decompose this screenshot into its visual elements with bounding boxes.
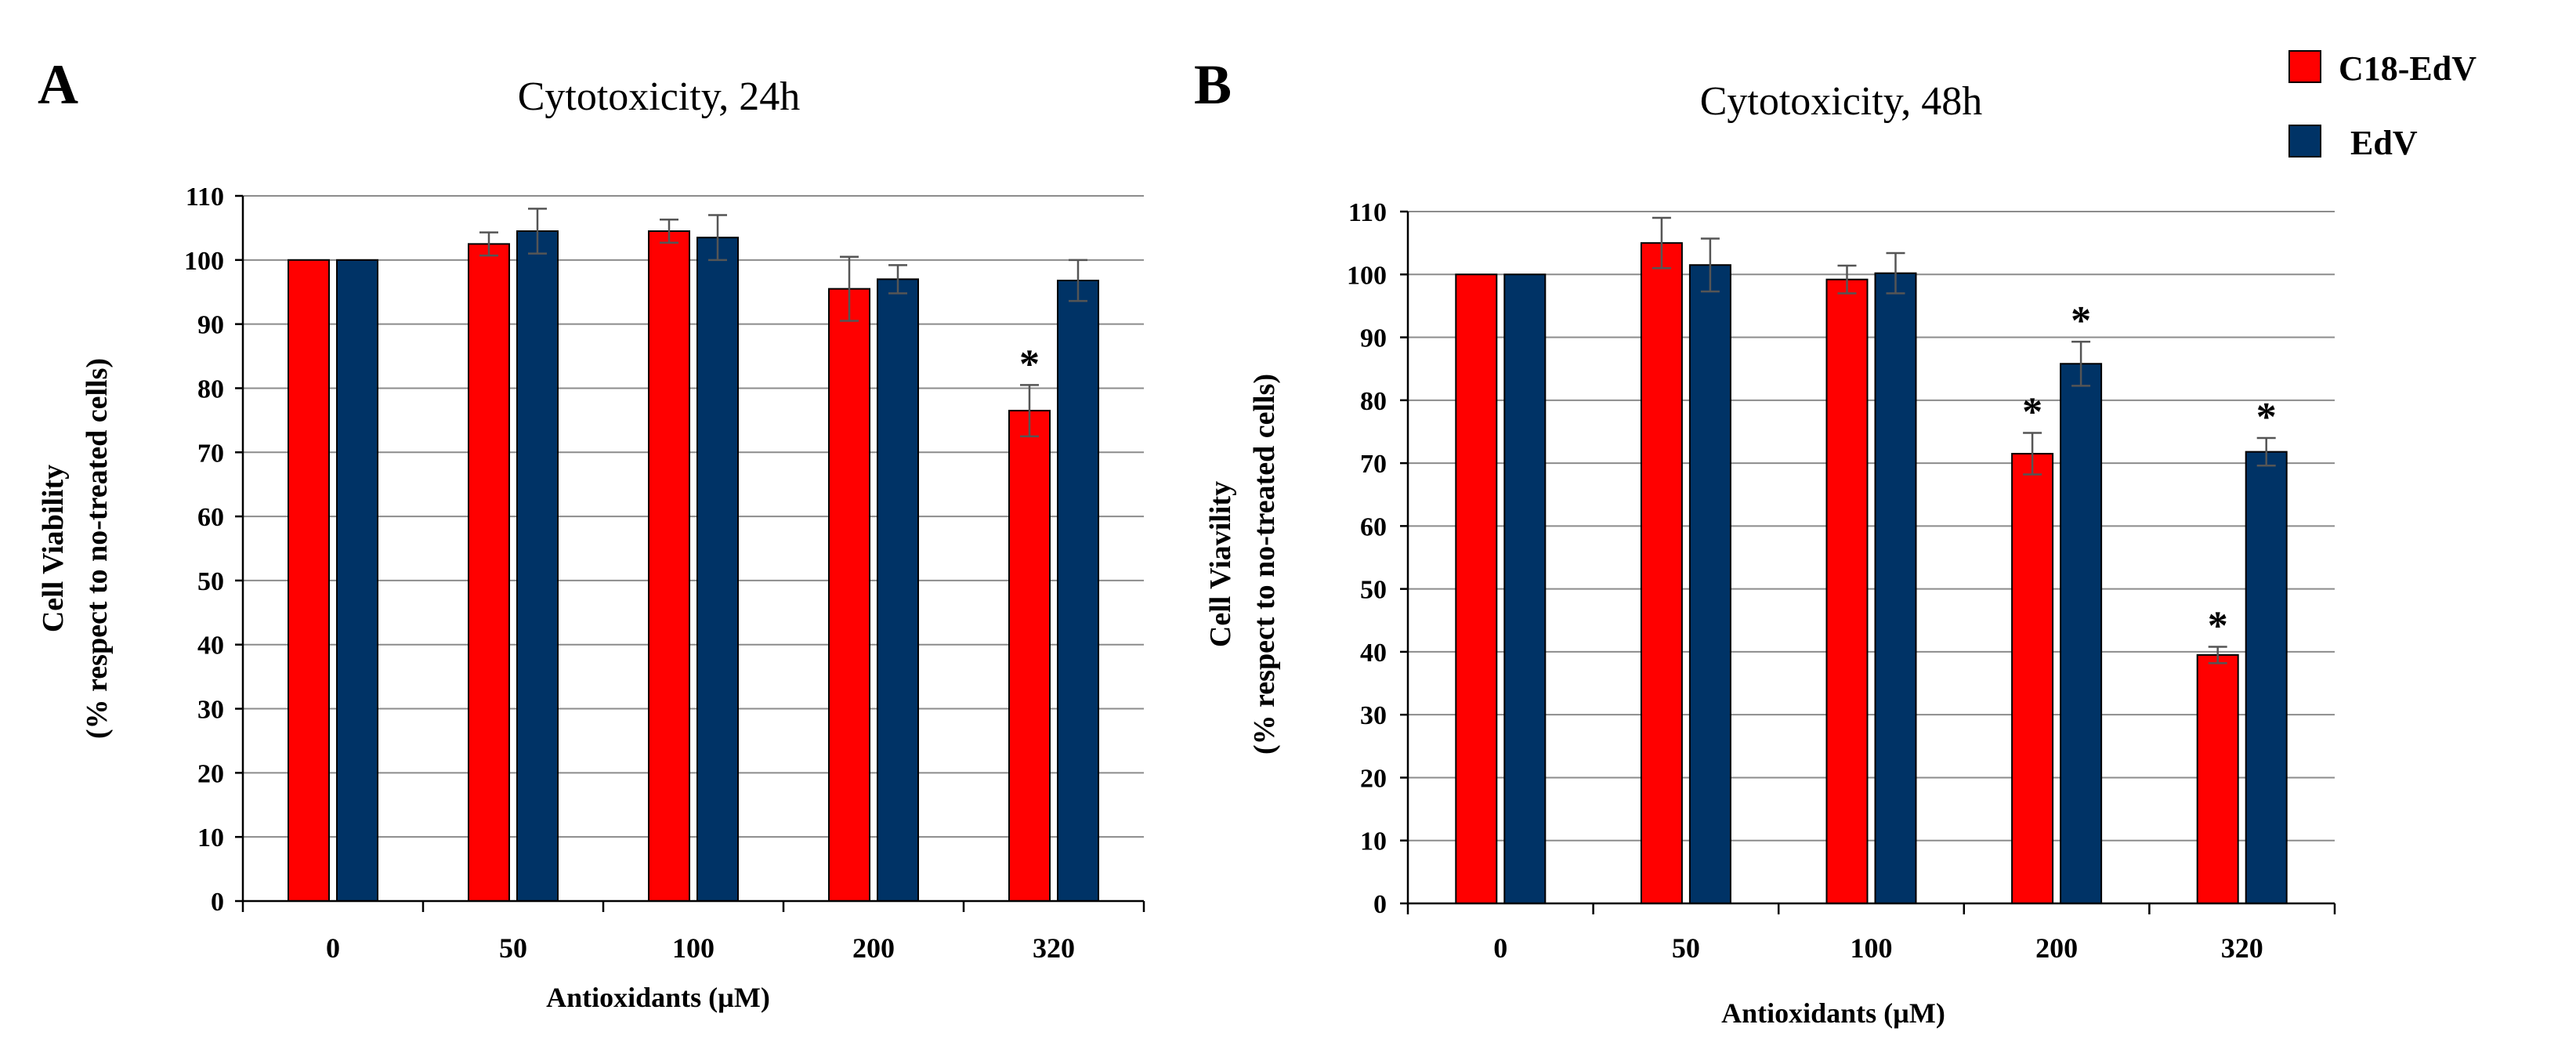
panel-b-chart: B Cytotoxicity, 48h * * * * 0 10 20 30 40 50 60 70… [1194, 53, 2336, 1029]
panel-a-y-tick-label-20: 20 [197, 759, 224, 788]
panel-a-y-tick-label-10: 10 [197, 823, 224, 852]
panel-b-x-tick-label-320: 320 [2221, 932, 2263, 964]
panel-b-bars: * * * * [1455, 216, 2288, 905]
panel-a-significance-c18-edv-320: * [1019, 342, 1040, 386]
panel-b-title: Cytotoxicity, 48h [1700, 79, 1983, 124]
panel-b-y-tick-label-10: 10 [1360, 827, 1387, 856]
panel-b-bar-c18-edv-200 [2011, 453, 2054, 904]
panel-b-significance-edv-200: * [2071, 299, 2091, 343]
panel-a-bar-edv-50 [516, 230, 559, 902]
panel-b-axes: 0 10 20 30 40 50 60 70 80 90 100 110 0 50 100 200 320 [1347, 198, 2336, 964]
panel-b-letter: B [1194, 53, 1232, 116]
panel-a-y-tick-label-50: 50 [197, 567, 224, 596]
panel-a-y-tick-label-80: 80 [197, 375, 224, 404]
panel-b-y-tick-label-110: 110 [1348, 198, 1387, 227]
panel-b-bar-c18-edv-50 [1640, 242, 1683, 904]
panel-b-bar-edv-100 [1874, 272, 1917, 904]
panel-b-x-tick-label-100: 100 [1851, 932, 1893, 964]
panel-b-y-tick-label-80: 80 [1360, 387, 1387, 416]
panel-a-x-tick-label-100: 100 [672, 932, 715, 964]
panel-b-bar-c18-edv-320 [2196, 653, 2239, 904]
legend-label-c18-edv: C18-EdV [2339, 49, 2477, 88]
panel-a-bar-c18-edv-200 [828, 288, 870, 902]
panel-a-bar-edv-0 [336, 259, 378, 902]
panel-a-y-tick-label-110: 110 [186, 183, 224, 212]
legend-swatch-c18-edv [2288, 50, 2321, 83]
panel-a-x-tick-label-200: 200 [852, 932, 895, 964]
panel-a-y-tick-label-100: 100 [184, 247, 224, 276]
panel-b-x-tick-label-0: 0 [1493, 932, 1507, 964]
panel-a-y-tick-label-0: 0 [211, 888, 224, 917]
panel-b-bar-c18-edv-0 [1455, 273, 1498, 905]
panel-b-bar-edv-0 [1503, 273, 1547, 905]
panel-b-significance-c18-edv-200: * [2022, 390, 2042, 435]
legend-label-edv: EdV [2350, 124, 2418, 162]
panel-a-bar-c18-edv-0 [288, 259, 330, 902]
panel-b-y-tick-label-40: 40 [1360, 639, 1387, 668]
panel-b-significance-edv-320: * [2256, 395, 2277, 440]
panel-b-y-tick-label-50: 50 [1360, 576, 1387, 605]
panel-b-y-tick-label-20: 20 [1360, 764, 1387, 793]
panel-b-x-tick-label-50: 50 [1672, 932, 1700, 964]
panel-b-y-tick-label-90: 90 [1360, 324, 1387, 353]
panel-a-y-tick-label-90: 90 [197, 311, 224, 340]
panel-a-x-tick-label-50: 50 [499, 932, 527, 964]
panel-a-axes: 0 10 20 30 40 50 60 70 80 90 100 110 0 50 100 200 320 [184, 183, 1145, 964]
panel-a-gridlines [243, 195, 1144, 838]
panel-a-x-tick-label-0: 0 [326, 932, 340, 964]
panel-b-bar-edv-50 [1688, 264, 1731, 904]
panel-a-y-tick-label-70: 70 [197, 439, 224, 468]
panel-b-y-axis-label-line1: Cell Viavility [1204, 481, 1237, 647]
panel-b-gridlines [1408, 211, 2335, 842]
panel-a-bar-edv-200 [877, 278, 919, 902]
panel-b-bar-c18-edv-100 [1825, 278, 1869, 905]
panel-b-x-tick-label-200: 200 [2035, 932, 2078, 964]
panel-b-y-tick-label-30: 30 [1360, 701, 1387, 730]
panel-a-title: Cytotoxicity, 24h [518, 74, 801, 119]
panel-b-x-axis-label: Antioxidants (µM) [1721, 997, 1945, 1029]
panel-a-x-tick-label-320: 320 [1033, 932, 1075, 964]
panel-a-y-tick-label-40: 40 [197, 632, 224, 661]
panel-b-y-axis-label-line2: (% respect to no-treated cells) [1248, 374, 1281, 755]
panel-b-y-tick-label-100: 100 [1347, 261, 1387, 290]
panel-b-y-tick-label-60: 60 [1360, 512, 1387, 541]
panel-b-y-tick-label-70: 70 [1360, 450, 1387, 479]
panel-a-bar-c18-edv-50 [468, 243, 510, 902]
panel-a-bar-edv-100 [696, 237, 739, 902]
panel-a-bar-c18-edv-100 [648, 230, 690, 902]
panel-a-y-axis-label-line2: (% respect to no-treated cells) [81, 358, 114, 739]
panel-b-y-tick-label-0: 0 [1373, 890, 1387, 919]
panel-a-y-axis-label-line1: Cell Viability [37, 465, 70, 632]
legend: C18-EdV EdV [2288, 49, 2477, 162]
panel-b-significance-c18-edv-320: * [2208, 603, 2228, 648]
panel-a-bars: * [288, 208, 1099, 902]
panel-a-y-tick-label-30: 30 [197, 696, 224, 725]
panel-a-letter: A [38, 53, 78, 116]
legend-swatch-edv [2288, 125, 2321, 157]
panel-a-bar-edv-320 [1057, 280, 1099, 902]
panel-a-bar-c18-edv-320 [1008, 410, 1051, 902]
panel-b-bar-edv-320 [2245, 451, 2288, 904]
panel-b-bar-edv-200 [2060, 363, 2103, 904]
panel-a-y-tick-label-60: 60 [197, 503, 224, 532]
panel-a-chart: A Cytotoxicity, 24h * 0 10 20 30 40 50 60 70 80 9… [37, 53, 1145, 1013]
panel-a-x-axis-label: Antioxidants (µM) [546, 982, 770, 1013]
